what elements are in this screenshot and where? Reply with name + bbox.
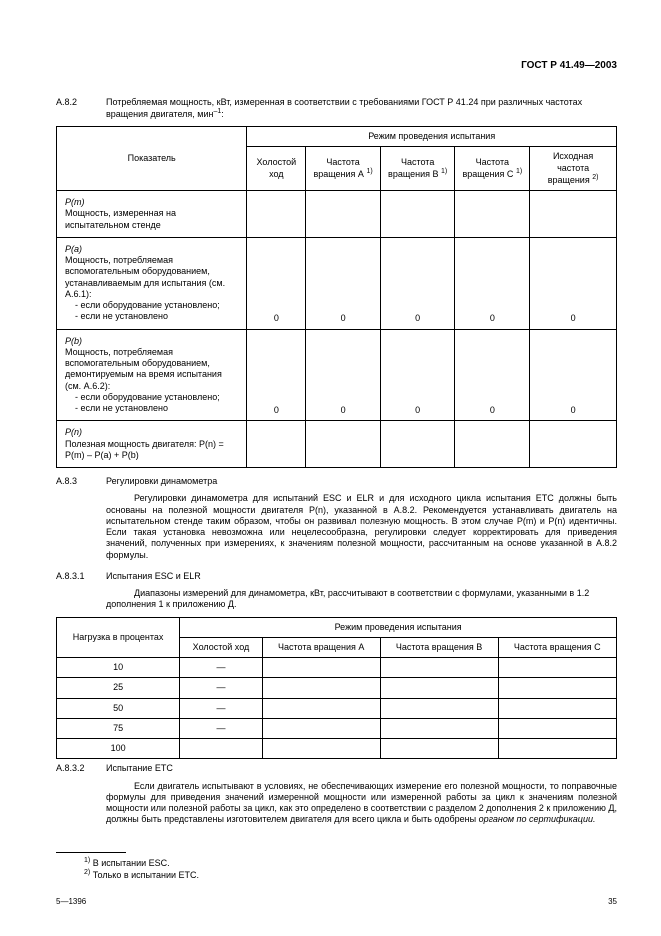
r1-desc: Мощность, измеренная на испытательном ст… — [65, 208, 176, 229]
table-row: Р(n) Полезная мощность двигателя: Р(n) =… — [57, 421, 617, 468]
r3-v1: 0 — [247, 329, 306, 421]
r2-v1: 0 — [247, 237, 306, 329]
a831-title: Испытания ESC и ELR — [106, 571, 201, 581]
footnotes: 1) В испытании ESC. 2) Только в испытани… — [56, 852, 617, 882]
table-row: 75 — — [57, 718, 617, 738]
a831-body: Диапазоны измерений для динамометра, кВт… — [106, 588, 617, 611]
footnote-rule — [56, 852, 126, 853]
th-a: Частота вращения А 1) — [306, 147, 381, 191]
th-param: Показатель — [57, 127, 247, 191]
dash: — — [180, 678, 263, 698]
th-idle: Холостой ход — [180, 637, 263, 657]
r1-title: Р(m) — [65, 197, 85, 207]
th-src: Исходная частота вращения 2) — [530, 147, 617, 191]
r2-title: Р(a) — [65, 244, 82, 254]
th-mode: Режим проведения испытания — [247, 127, 617, 147]
clause-body: Потребляемая мощность, кВт, измеренная в… — [106, 97, 617, 121]
a83-title: Регулировки динамометра — [106, 476, 217, 486]
clause-a83: А.8.3 Регулировки динамометра — [56, 476, 617, 487]
r3-title: Р(b) — [65, 336, 82, 346]
r3-desc: Мощность, потребляемая вспомогательным о… — [65, 347, 222, 391]
a832-body-wrap: Если двигатель испытывают в условиях, не… — [106, 781, 617, 826]
dash: — — [180, 698, 263, 718]
table-a831: Нагрузка в процентах Режим проведения ис… — [56, 617, 617, 760]
r3-v5: 0 — [530, 329, 617, 421]
r3-v3: 0 — [380, 329, 455, 421]
th-c: Частота вращения С — [498, 637, 616, 657]
a83-body: Регулировки динамометра для испытаний ES… — [106, 493, 617, 561]
table-row: 50 — — [57, 698, 617, 718]
r2-v3: 0 — [380, 237, 455, 329]
a832-title: Испытание ETC — [106, 763, 173, 773]
r3-l2: - если не установлено — [65, 403, 168, 413]
r2-v4: 0 — [455, 237, 530, 329]
clause-a831: А.8.3.1 Испытания ESC и ELR — [56, 571, 617, 582]
th-load: Нагрузка в процентах — [57, 617, 180, 658]
table-a82: Показатель Режим проведения испытания Хо… — [56, 126, 617, 468]
load-val: 10 — [57, 658, 180, 678]
r2-l2: - если не установлено — [65, 311, 168, 321]
table-row: 100 — [57, 739, 617, 759]
load-val: 75 — [57, 718, 180, 738]
page-footer: 5—1396 35 — [56, 897, 617, 907]
load-val: 25 — [57, 678, 180, 698]
r3-v4: 0 — [455, 329, 530, 421]
clause-num: А.8.3 — [56, 476, 106, 487]
a82-tail: : — [221, 109, 224, 119]
th-b: Частота вращения В — [380, 637, 498, 657]
clause-num: А.8.3.1 — [56, 571, 106, 582]
r2-v2: 0 — [306, 237, 381, 329]
table-row: 25 — — [57, 678, 617, 698]
dash: — — [180, 718, 263, 738]
load-val: 50 — [57, 698, 180, 718]
table-row: Р(b) Мощность, потребляемая вспомогатель… — [57, 329, 617, 421]
r2-v5: 0 — [530, 237, 617, 329]
dash: — — [180, 658, 263, 678]
th-b: Частота вращения В 1) — [380, 147, 455, 191]
r4-desc: Полезная мощность двигателя: Р(n) = Р(m)… — [65, 439, 224, 460]
doc-number: ГОСТ Р 41.49—2003 — [56, 60, 617, 73]
footer-left: 5—1396 — [56, 897, 86, 907]
clause-body: Испытания ESC и ELR — [106, 571, 617, 582]
a832-body-italic: органом по сертификации. — [479, 814, 596, 824]
clause-body: Испытание ETC — [106, 763, 617, 774]
th-idle: Холостой ход — [247, 147, 306, 191]
load-val: 100 — [57, 739, 180, 759]
r2-l1: - если оборудование установлено; — [65, 300, 220, 310]
r2-desc: Мощность, потребляемая вспомогательным о… — [65, 255, 225, 299]
table-row: Р(a) Мощность, потребляемая вспомогатель… — [57, 237, 617, 329]
footnote-1: 1) В испытании ESC. — [56, 857, 617, 869]
footnote-2: 2) Только в испытании ETC. — [56, 869, 617, 881]
table-row: Р(m) Мощность, измеренная на испытательн… — [57, 191, 617, 238]
page-number: 35 — [608, 897, 617, 907]
th-mode: Режим проведения испытания — [180, 617, 617, 637]
r4-title: Р(n) — [65, 427, 82, 437]
clause-body: Регулировки динамометра — [106, 476, 617, 487]
a82-intro: Потребляемая мощность, кВт, измеренная в… — [106, 97, 582, 119]
r3-l1: - если оборудование установлено; — [65, 392, 220, 402]
clause-num: А.8.2 — [56, 97, 106, 121]
th-a: Частота вращения А — [262, 637, 380, 657]
clause-a82: А.8.2 Потребляемая мощность, кВт, измере… — [56, 97, 617, 121]
clause-a832: А.8.3.2 Испытание ETC — [56, 763, 617, 774]
th-c: Частота вращения С 1) — [455, 147, 530, 191]
r3-v2: 0 — [306, 329, 381, 421]
clause-num: А.8.3.2 — [56, 763, 106, 774]
table-row: 10 — — [57, 658, 617, 678]
